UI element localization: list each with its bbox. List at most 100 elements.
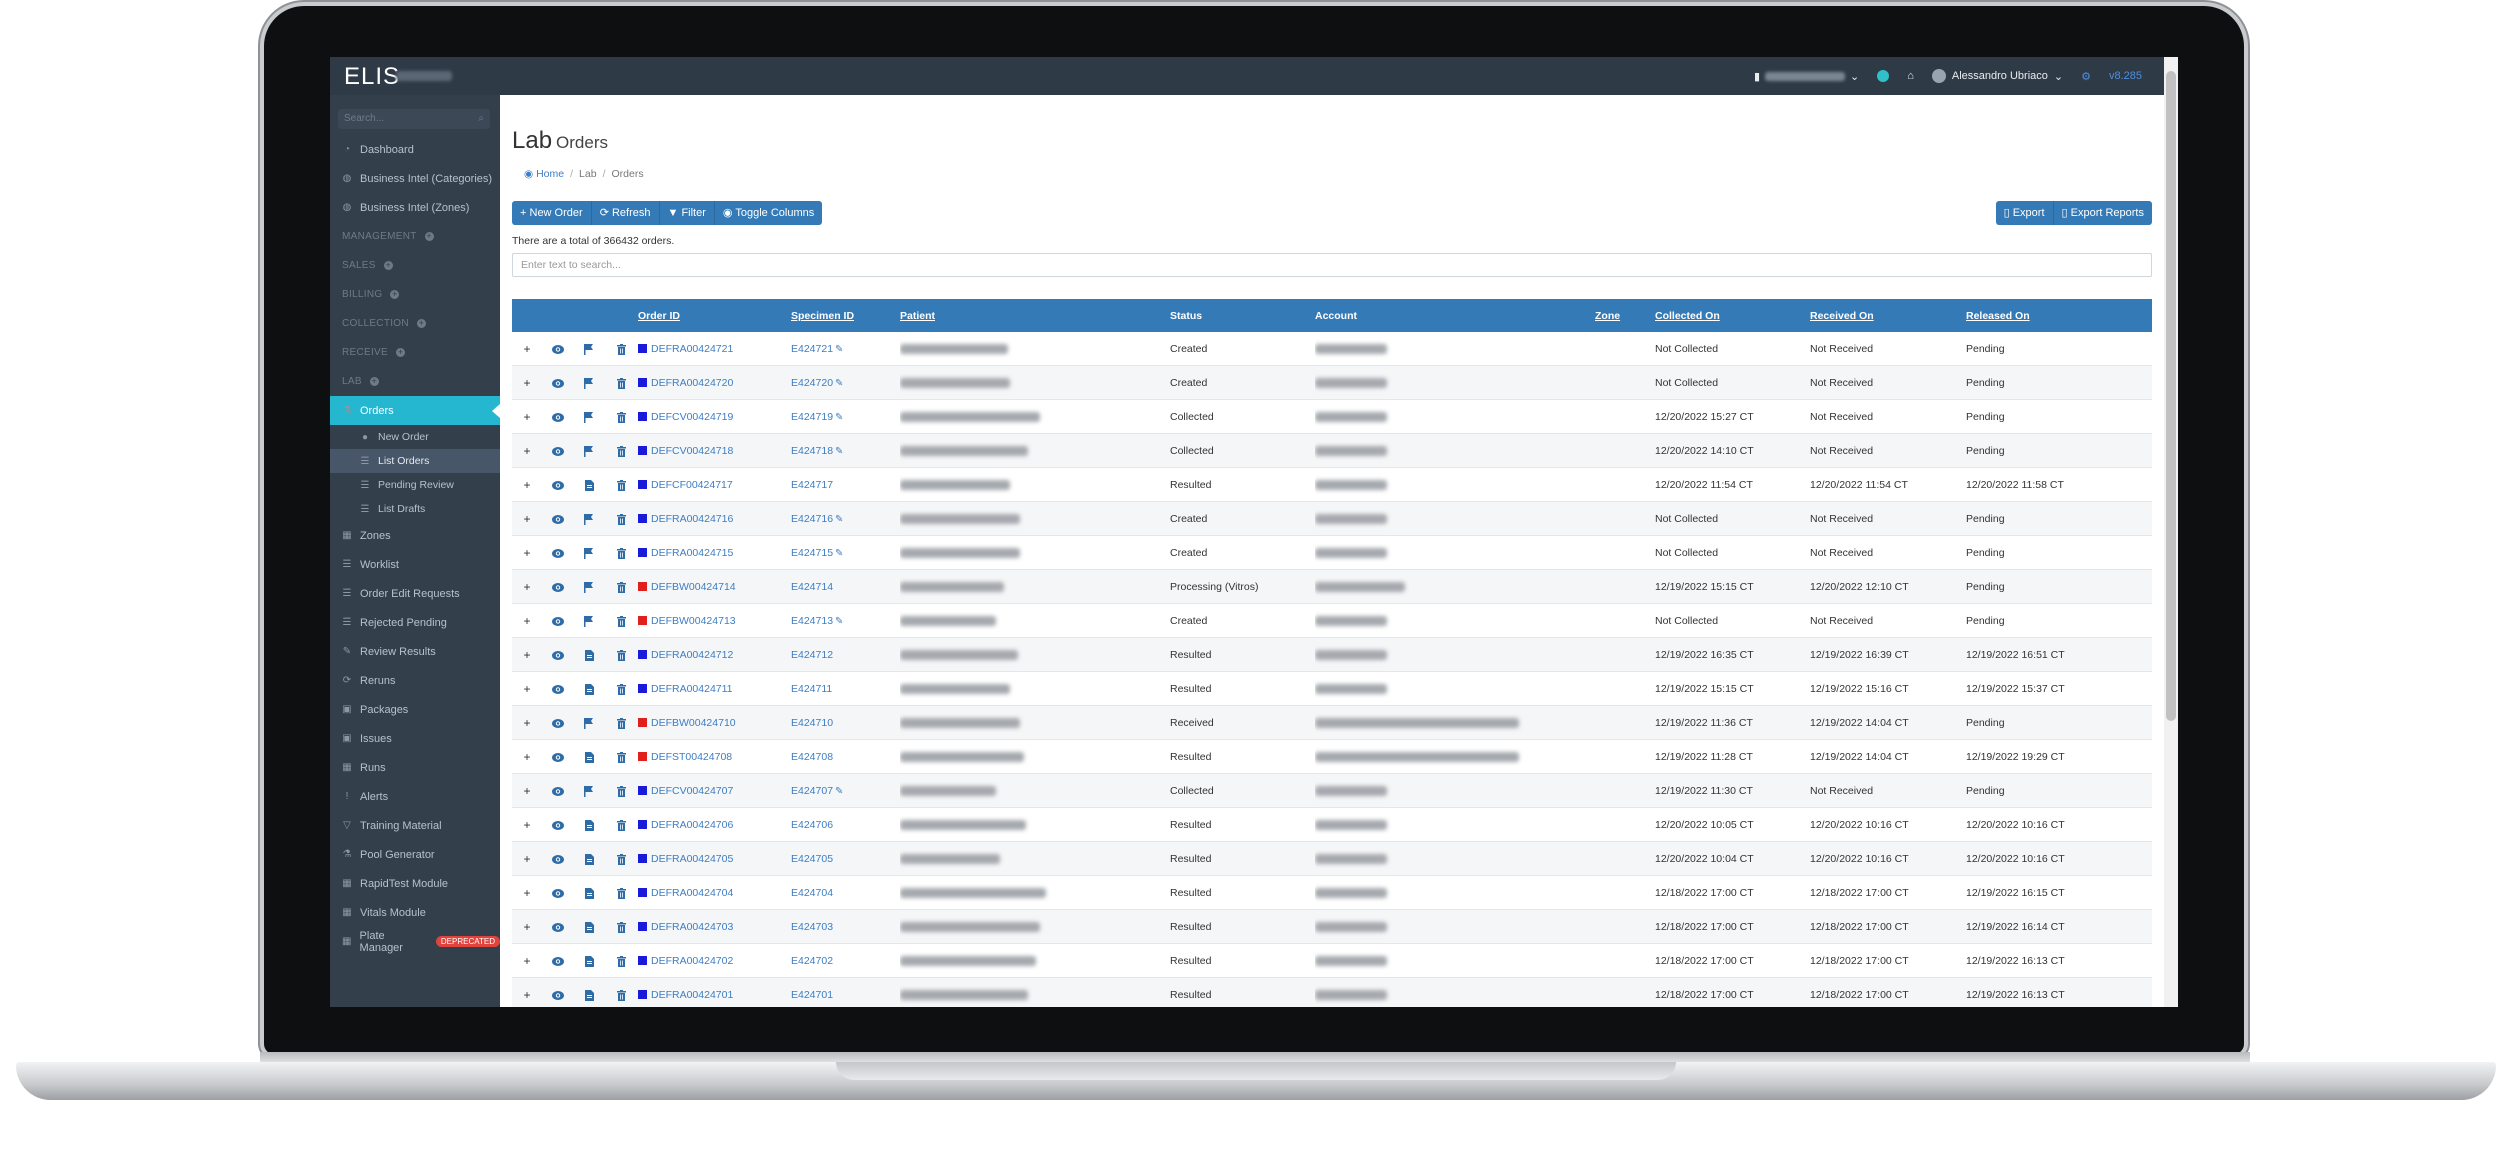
home-icon[interactable]: ⌂ — [1907, 70, 1914, 82]
view-order-button[interactable] — [542, 365, 574, 400]
order-id-cell[interactable]: DEFCV00424707 — [638, 773, 791, 808]
expand-row-button[interactable]: + — [512, 909, 542, 944]
specimen-id-link[interactable]: E424704 — [791, 886, 834, 899]
expand-row-button[interactable]: + — [512, 332, 542, 366]
order-id-link[interactable]: DEFRA00424711 — [651, 682, 733, 695]
row-status-button[interactable] — [574, 943, 604, 978]
expand-row-button[interactable]: + — [512, 671, 542, 706]
sidebar-search-input[interactable]: Search... ⌕ — [338, 109, 490, 129]
sidebar-section-receive[interactable]: RECEIVE + — [330, 338, 500, 367]
expand-row-button[interactable]: + — [512, 875, 542, 910]
sidebar-section-collection[interactable]: COLLECTION + — [330, 309, 500, 338]
order-id-cell[interactable]: DEFRA00424711 — [638, 671, 791, 706]
row-status-button[interactable] — [574, 773, 604, 808]
order-id-cell[interactable]: DEFRA00424701 — [638, 977, 791, 1007]
specimen-id-cell[interactable]: E424717 — [791, 467, 900, 502]
specimen-id-cell[interactable]: E424718 ✎ — [791, 433, 900, 468]
header-order-id[interactable]: Order ID — [638, 299, 791, 332]
scrollbar-thumb[interactable] — [2166, 71, 2176, 721]
delete-order-button[interactable] — [604, 739, 638, 774]
table-row[interactable]: + DEFRA00424706 E424706 Resulted 12/20/2022 … — [512, 807, 2152, 842]
specimen-id-cell[interactable]: E424714 — [791, 569, 900, 604]
view-order-button[interactable] — [542, 943, 574, 978]
specimen-id-cell[interactable]: E424710 — [791, 705, 900, 740]
delete-order-button[interactable] — [604, 841, 638, 876]
sidebar-item-dashboard[interactable]: ◔ Dashboard — [330, 135, 500, 164]
table-row[interactable]: + DEFCV00424718 E424718 ✎ Collected 12/20/202… — [512, 433, 2152, 468]
row-status-button[interactable] — [574, 807, 604, 842]
delete-order-button[interactable] — [604, 705, 638, 740]
specimen-id-link[interactable]: E424702 — [791, 954, 834, 967]
expand-row-button[interactable]: + — [512, 943, 542, 978]
delete-order-button[interactable] — [604, 637, 638, 672]
order-id-link[interactable]: DEFST00424708 — [651, 750, 733, 763]
row-status-button[interactable] — [574, 875, 604, 910]
expand-row-button[interactable]: + — [512, 977, 542, 1007]
row-status-button[interactable] — [574, 501, 604, 536]
table-row[interactable]: + DEFRA00424711 E424711 Resulted 12/19/2022 … — [512, 671, 2152, 706]
order-id-link[interactable]: DEFRA00424705 — [651, 852, 734, 865]
order-id-cell[interactable]: DEFRA00424720 — [638, 365, 791, 400]
row-status-button[interactable] — [574, 705, 604, 740]
expand-row-button[interactable]: + — [512, 841, 542, 876]
view-order-button[interactable] — [542, 501, 574, 536]
header-specimen-id[interactable]: Specimen ID — [791, 299, 900, 332]
specimen-id-link[interactable]: E424714 — [791, 580, 834, 593]
row-status-button[interactable] — [574, 671, 604, 706]
sidebar-item-rejected-pending[interactable]: ☰ Rejected Pending — [330, 608, 500, 637]
view-order-button[interactable] — [542, 637, 574, 672]
specimen-id-link[interactable]: E424701 — [791, 988, 834, 1001]
pencil-icon[interactable]: ✎ — [835, 513, 844, 525]
order-id-cell[interactable]: DEFST00424708 — [638, 739, 791, 774]
order-id-cell[interactable]: DEFRA00424703 — [638, 909, 791, 944]
pencil-icon[interactable]: ✎ — [835, 445, 844, 457]
pencil-icon[interactable]: ✎ — [835, 411, 844, 423]
sidebar-item-order-edit-requests[interactable]: ☰ Order Edit Requests — [330, 579, 500, 608]
expand-row-button[interactable]: + — [512, 535, 542, 570]
export-button[interactable]: ▯ Export — [1995, 201, 2054, 225]
table-row[interactable]: + DEFRA00424715 E424715 ✎ Created Not Collect… — [512, 535, 2152, 570]
order-id-link[interactable]: DEFRA00424703 — [651, 920, 734, 933]
specimen-id-cell[interactable]: E424703 — [791, 909, 900, 944]
specimen-id-link[interactable]: E424703 — [791, 920, 834, 933]
row-status-button[interactable] — [574, 977, 604, 1007]
pencil-icon[interactable]: ✎ — [835, 785, 844, 797]
sidebar-item-business-intel-categories[interactable]: ◍ Business Intel (Categories) — [330, 164, 500, 193]
search-input[interactable]: Enter text to search... — [512, 253, 2152, 277]
pencil-icon[interactable]: ✎ — [835, 343, 844, 355]
sidebar-item-reruns[interactable]: ⟳ Reruns — [330, 666, 500, 695]
row-status-button[interactable] — [574, 909, 604, 944]
table-row[interactable]: + DEFBW00424714 E424714 Processing (Vitros)… — [512, 569, 2152, 604]
specimen-id-cell[interactable]: E424716 ✎ — [791, 501, 900, 536]
sidebar-item-orders[interactable]: ⚗ Orders — [330, 396, 500, 425]
order-id-cell[interactable]: DEFRA00424705 — [638, 841, 791, 876]
specimen-id-cell[interactable]: E424702 — [791, 943, 900, 978]
delete-order-button[interactable] — [604, 399, 638, 434]
table-row[interactable]: + DEFRA00424721 E424721 ✎ Created Not Collect… — [512, 332, 2152, 366]
order-id-link[interactable]: DEFRA00424706 — [651, 818, 734, 831]
expand-row-button[interactable]: + — [512, 569, 542, 604]
view-order-button[interactable] — [542, 671, 574, 706]
export-reports-button[interactable]: ▯ Export Reports — [2053, 201, 2152, 225]
delete-order-button[interactable] — [604, 909, 638, 944]
table-row[interactable]: + DEFCV00424707 E424707 ✎ Collected 12/19/202… — [512, 773, 2152, 808]
specimen-id-link[interactable]: E424705 — [791, 852, 834, 865]
specimen-id-link[interactable]: E424718 — [791, 444, 834, 457]
expand-row-button[interactable]: + — [512, 467, 542, 502]
table-row[interactable]: + DEFBW00424713 E424713 ✎ Created Not Collect… — [512, 603, 2152, 638]
specimen-id-link[interactable]: E424710 — [791, 716, 834, 729]
sidebar-item-rapidtest-module[interactable]: ▦ RapidTest Module — [330, 869, 500, 898]
notification-icon[interactable] — [1877, 70, 1890, 82]
specimen-id-cell[interactable]: E424708 — [791, 739, 900, 774]
sidebar-item-business-intel-zones[interactable]: ◍ Business Intel (Zones) — [330, 193, 500, 222]
order-id-link[interactable]: DEFBW00424710 — [651, 716, 736, 729]
view-order-button[interactable] — [542, 399, 574, 434]
order-id-link[interactable]: DEFRA00424701 — [651, 988, 734, 1001]
order-id-link[interactable]: DEFRA00424712 — [651, 648, 734, 661]
order-id-cell[interactable]: DEFRA00424704 — [638, 875, 791, 910]
sidebar-section-lab[interactable]: LAB + — [330, 367, 500, 396]
order-id-cell[interactable]: DEFRA00424721 — [638, 332, 791, 366]
expand-row-button[interactable]: + — [512, 433, 542, 468]
sidebar-section-management[interactable]: MANAGEMENT + — [330, 222, 500, 251]
row-status-button[interactable] — [574, 365, 604, 400]
